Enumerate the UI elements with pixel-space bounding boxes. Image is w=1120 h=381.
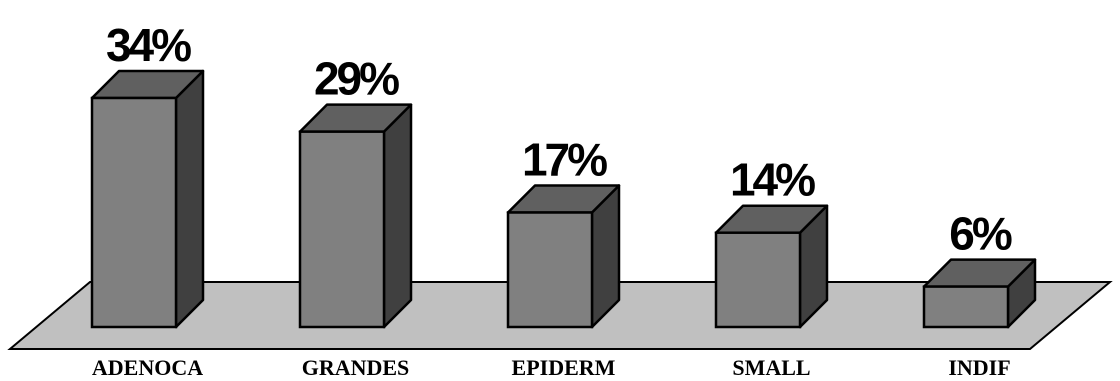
bar-small xyxy=(714,204,829,329)
bar-indif xyxy=(922,258,1037,329)
bar-grandes xyxy=(298,103,413,329)
bar-front-indif xyxy=(922,285,1010,329)
bar-front-epiderm xyxy=(506,211,594,329)
category-label-grandes: GRANDES xyxy=(302,355,410,380)
category-label-small: SMALL xyxy=(732,355,810,380)
data-label-epiderm: 17% xyxy=(522,134,607,186)
category-label-epiderm: EPIDERM xyxy=(512,355,616,380)
category-label-adenoca: ADENOCA xyxy=(92,355,203,380)
data-label-grandes: 29% xyxy=(314,53,399,105)
bar-side-adenoca xyxy=(174,69,205,329)
bar-front-grandes xyxy=(298,130,386,329)
bars-group: 34% ADENOCA 29% GRANDES 17% EPIDERM 14% SMALL 6%… xyxy=(90,19,1037,380)
data-label-adenoca: 34% xyxy=(106,19,191,71)
bar-front-adenoca xyxy=(90,96,178,329)
bar-front-small xyxy=(714,231,802,329)
bar-side-grandes xyxy=(382,103,413,329)
data-label-indif: 6% xyxy=(949,208,1012,260)
category-label-indif: INDIF xyxy=(948,355,1010,380)
bar-epiderm xyxy=(506,184,621,329)
data-label-small: 14% xyxy=(730,154,815,206)
bar-adenoca xyxy=(90,69,205,329)
